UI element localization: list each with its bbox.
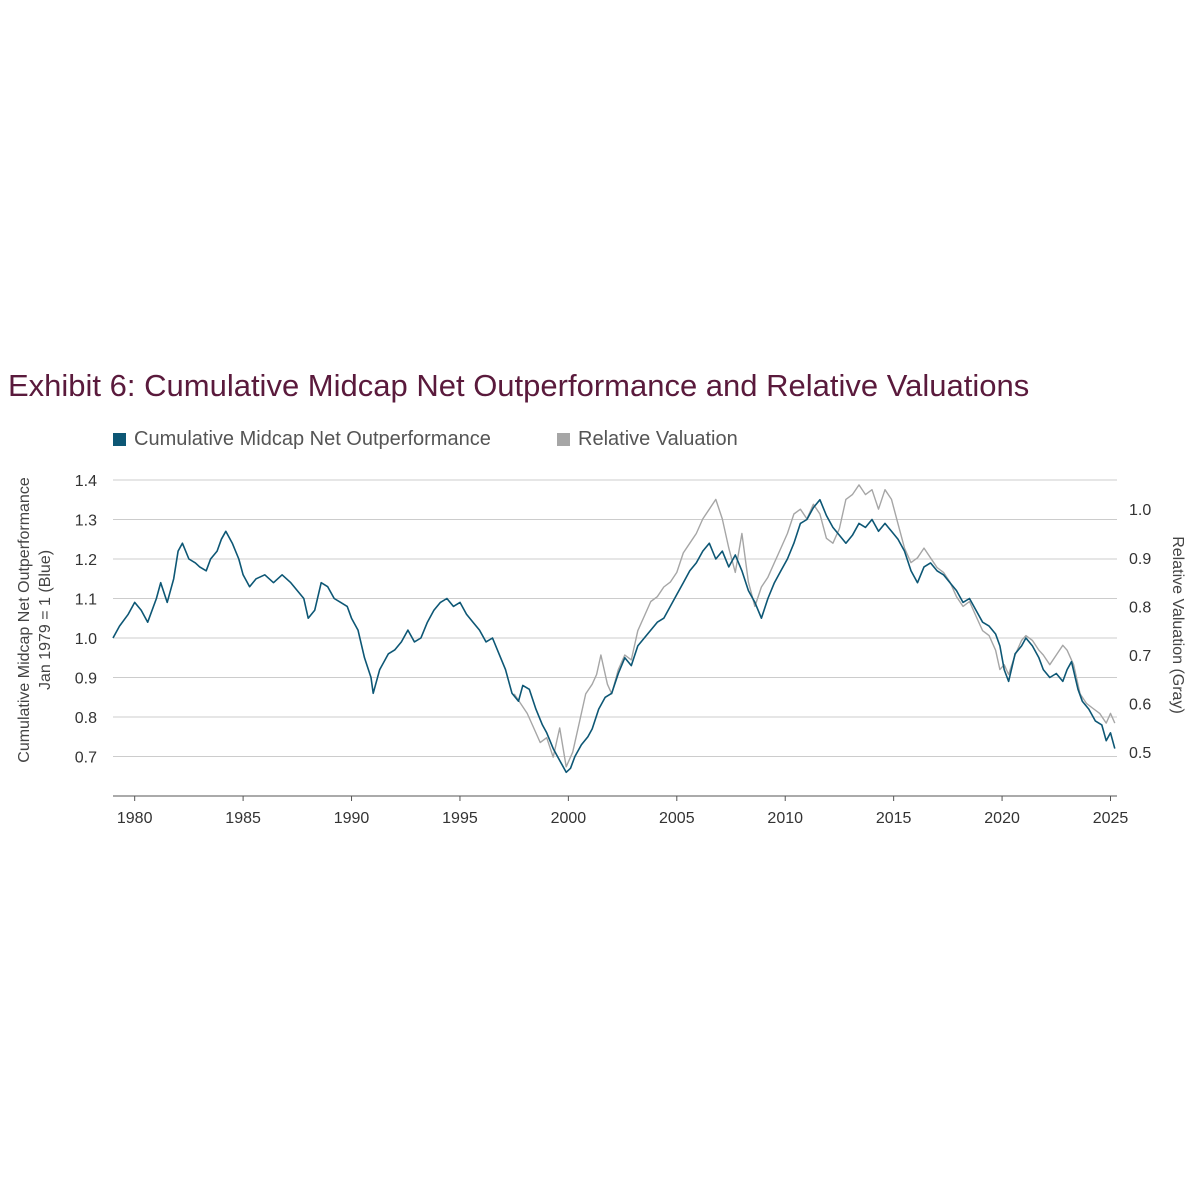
gridlines bbox=[113, 479, 1117, 757]
right-tick-label: 0.7 bbox=[1129, 648, 1151, 665]
right-tick-label: 1.0 bbox=[1129, 502, 1151, 519]
x-tick-label: 2010 bbox=[767, 810, 803, 827]
x-tick-label: 1980 bbox=[117, 810, 153, 827]
legend-item-outperformance: Cumulative Midcap Net Outperformance bbox=[113, 428, 491, 450]
left-tick-label: 1.4 bbox=[75, 473, 97, 490]
right-axis-ticks: 0.5 0.6 0.7 0.8 0.9 1.0 bbox=[1129, 502, 1151, 762]
x-tick-label: 2005 bbox=[659, 810, 695, 827]
x-tick-label: 2025 bbox=[1093, 810, 1129, 827]
x-tick-label: 2020 bbox=[984, 810, 1020, 827]
legend-item-valuation: Relative Valuation bbox=[557, 428, 738, 450]
right-axis-title: Relative Valuation (Gray) bbox=[1169, 536, 1186, 714]
chart-title: Exhibit 6: Cumulative Midcap Net Outperf… bbox=[8, 368, 1030, 403]
left-axis-ticks: 0.7 0.8 0.9 1.0 1.1 1.2 1.3 1.4 bbox=[75, 473, 97, 767]
x-tick-label: 1990 bbox=[334, 810, 370, 827]
right-tick-label: 0.9 bbox=[1129, 551, 1151, 568]
x-tick-label: 1985 bbox=[225, 810, 261, 827]
legend-label-valuation: Relative Valuation bbox=[578, 427, 738, 450]
left-tick-label: 1.3 bbox=[75, 513, 97, 530]
right-tick-label: 0.8 bbox=[1129, 599, 1151, 616]
left-tick-label: 0.8 bbox=[75, 710, 97, 727]
x-tick-label: 2000 bbox=[551, 810, 587, 827]
legend-label-outperformance: Cumulative Midcap Net Outperformance bbox=[134, 427, 491, 450]
right-tick-label: 0.6 bbox=[1129, 697, 1151, 714]
series-line-outperformance bbox=[112, 498, 1116, 774]
left-tick-label: 1.2 bbox=[75, 552, 97, 569]
right-tick-label: 0.5 bbox=[1129, 745, 1151, 762]
legend-swatch-blue bbox=[113, 432, 126, 446]
x-axis-ticks: 1980 1985 1990 1995 2000 2005 2010 2015 2020 2025 bbox=[117, 796, 1129, 827]
left-tick-label: 1.0 bbox=[75, 631, 97, 648]
left-tick-label: 0.7 bbox=[75, 750, 97, 767]
chart-svg: 0.7 0.8 0.9 1.0 1.1 1.2 1.3 1.4 0.5 0.6 0.7 0.8 0.9… bbox=[16, 473, 1186, 827]
left-axis-title-line1: Cumulative Midcap Net Outperformance bbox=[16, 477, 33, 763]
left-tick-label: 1.1 bbox=[75, 592, 97, 609]
left-axis-title-line2: Jan 1979 = 1 (Blue) bbox=[37, 550, 54, 690]
x-tick-label: 1995 bbox=[442, 810, 478, 827]
series-line-valuation bbox=[513, 484, 1116, 768]
left-tick-label: 0.9 bbox=[75, 671, 97, 688]
legend-swatch-gray bbox=[557, 432, 570, 446]
series-lines bbox=[112, 484, 1116, 774]
x-tick-label: 2015 bbox=[876, 810, 912, 827]
